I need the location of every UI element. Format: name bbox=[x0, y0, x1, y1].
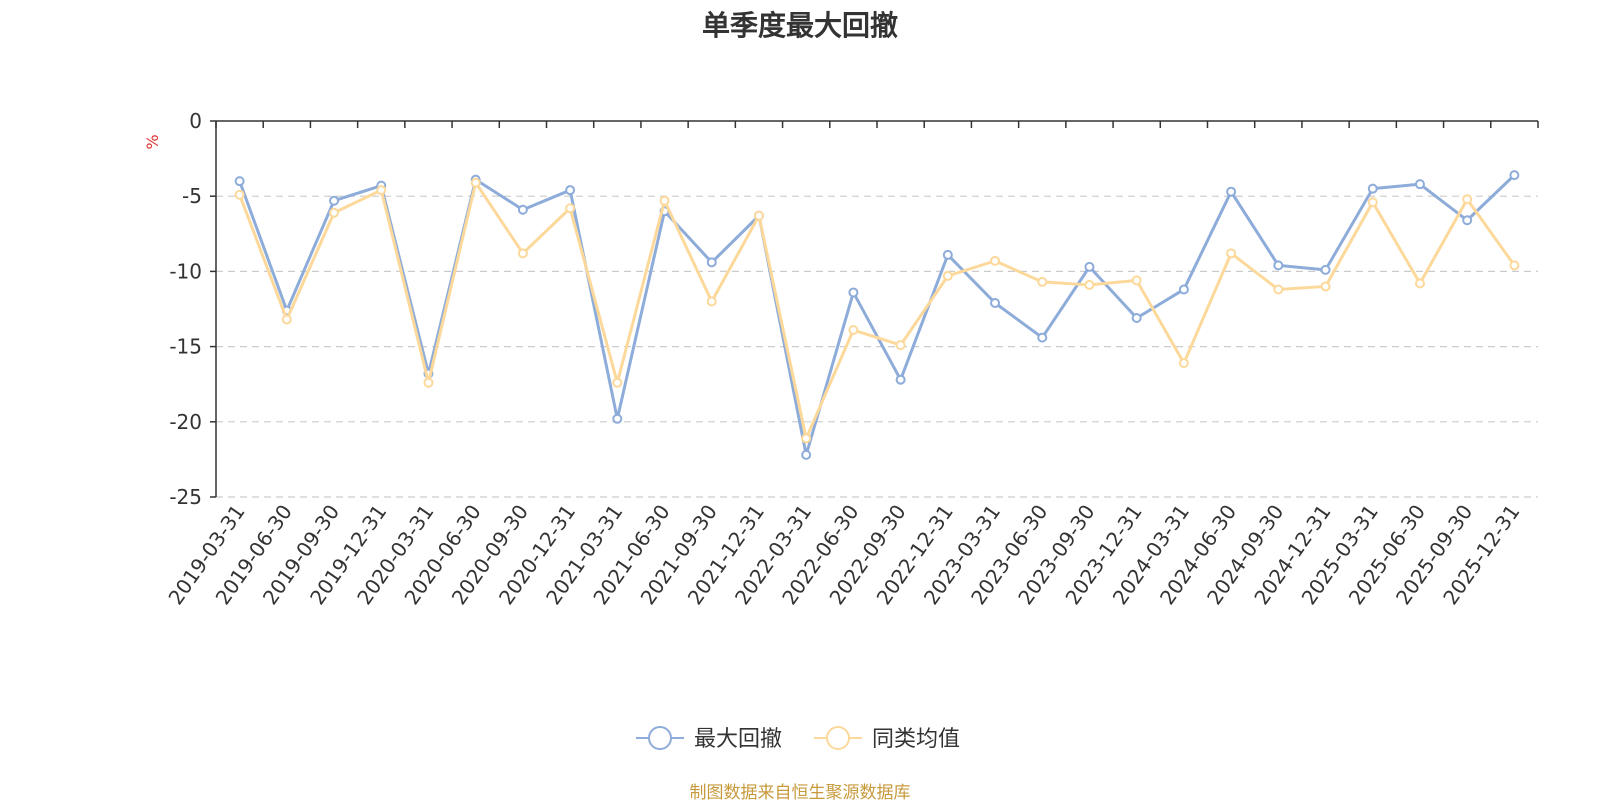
data-point bbox=[1509, 260, 1520, 271]
series-line bbox=[238, 181, 1516, 440]
y-tick-label: -25 bbox=[169, 485, 202, 509]
data-point bbox=[1037, 332, 1048, 343]
data-point bbox=[942, 249, 953, 260]
data-point bbox=[565, 185, 576, 196]
data-point bbox=[895, 374, 906, 385]
data-point bbox=[753, 210, 764, 221]
data-point bbox=[942, 270, 953, 281]
legend-marker bbox=[826, 726, 850, 750]
data-point bbox=[1367, 183, 1378, 194]
y-tick-label: -5 bbox=[182, 184, 202, 208]
data-point bbox=[801, 433, 812, 444]
data-point bbox=[895, 340, 906, 351]
data-point bbox=[281, 314, 292, 325]
data-point bbox=[612, 413, 623, 424]
data-point bbox=[329, 195, 340, 206]
data-point bbox=[1273, 260, 1284, 271]
data-point bbox=[1131, 313, 1142, 324]
data-point bbox=[659, 195, 670, 206]
legend-item-2: 同类均值 bbox=[814, 726, 960, 752]
data-point bbox=[706, 296, 717, 307]
data-point bbox=[1131, 275, 1142, 286]
data-point bbox=[517, 248, 528, 259]
data-point bbox=[517, 204, 528, 215]
data-point bbox=[565, 203, 576, 214]
legend-marker bbox=[648, 726, 672, 750]
data-point bbox=[612, 377, 623, 388]
data-point bbox=[1367, 197, 1378, 208]
series-line bbox=[238, 174, 1516, 457]
data-point bbox=[990, 255, 1001, 266]
data-point bbox=[470, 177, 481, 188]
data-point bbox=[234, 189, 245, 200]
data-point bbox=[1414, 278, 1425, 289]
data-point bbox=[1178, 358, 1189, 369]
series-1 bbox=[234, 170, 1520, 460]
data-point bbox=[848, 287, 859, 298]
legend-label: 最大回撤 bbox=[694, 727, 782, 752]
chart-title: 单季度最大回撤 bbox=[701, 9, 898, 42]
data-point bbox=[1084, 279, 1095, 290]
series-2 bbox=[234, 177, 1520, 444]
data-point bbox=[1226, 248, 1237, 259]
data-point bbox=[376, 185, 387, 196]
y-tick-label: -10 bbox=[169, 259, 202, 283]
data-point bbox=[1509, 170, 1520, 181]
legend-item-1: 最大回撤 bbox=[636, 726, 782, 752]
data-point bbox=[801, 449, 812, 460]
data-point bbox=[423, 377, 434, 388]
data-point bbox=[706, 257, 717, 268]
legend-label: 同类均值 bbox=[872, 727, 960, 752]
data-point bbox=[1320, 281, 1331, 292]
y-tick-label: -20 bbox=[169, 410, 202, 434]
data-point bbox=[329, 207, 340, 218]
data-point bbox=[1320, 264, 1331, 275]
data-point bbox=[1178, 284, 1189, 295]
data-point bbox=[1462, 194, 1473, 205]
data-point bbox=[1084, 261, 1095, 272]
data-point bbox=[1037, 276, 1048, 287]
data-point bbox=[1226, 186, 1237, 197]
data-point bbox=[234, 176, 245, 187]
data-point bbox=[1414, 179, 1425, 190]
y-tick-label: -15 bbox=[169, 335, 202, 359]
data-point bbox=[848, 325, 859, 336]
data-point bbox=[1462, 215, 1473, 226]
source-note: 制图数据来自恒生聚源数据库 bbox=[689, 783, 911, 803]
y-axis-label: % bbox=[143, 134, 162, 149]
data-point bbox=[1273, 284, 1284, 295]
y-tick-label: 0 bbox=[189, 109, 202, 133]
data-point bbox=[990, 297, 1001, 308]
